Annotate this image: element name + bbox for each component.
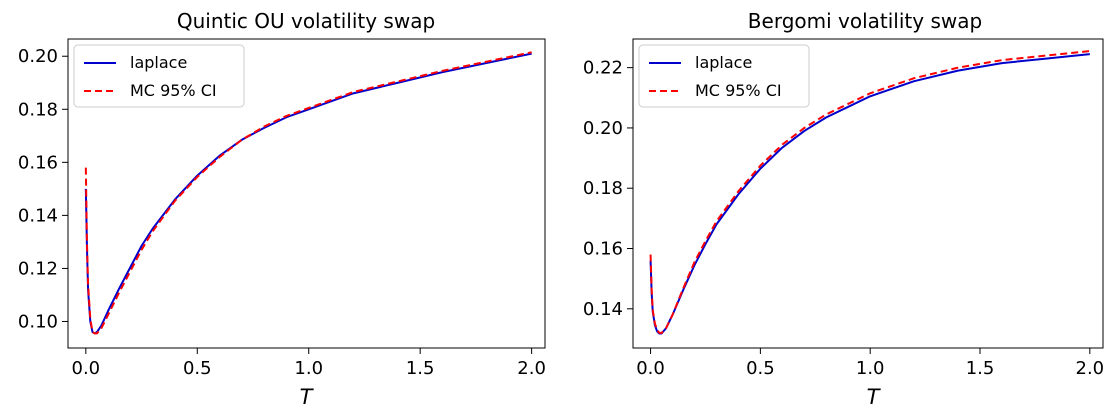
legend-box (73, 44, 245, 108)
x-axis-label: T (300, 385, 315, 408)
x-tick-label: 2.0 (517, 358, 546, 379)
legend: laplace MC 95% CI (638, 44, 810, 108)
legend-box (638, 44, 810, 108)
y-tick-label: 0.14 (583, 299, 623, 320)
x-axis-label: T (867, 385, 882, 408)
chart-title: Bergomi volatility swap (748, 9, 982, 33)
chart-title: Quintic OU volatility swap (177, 9, 435, 33)
axes: 0.0 0.5 1.0 1.5 2.0 0.10 0.12 0.14 0.16 0.18 0.20 (18, 46, 546, 379)
y-tick-label: 0.20 (18, 46, 58, 67)
y-tick-label: 0.16 (583, 239, 623, 260)
legend-label: laplace (695, 53, 752, 72)
x-tick-label: 1.5 (406, 358, 435, 379)
chart-marks (649, 50, 1090, 335)
x-tick-label: 0.0 (72, 358, 101, 379)
plot-frame (632, 38, 1104, 349)
series-line-1 (649, 50, 1090, 334)
y-tick-label: 0.18 (18, 99, 58, 120)
y-tick-label: 0.22 (583, 58, 623, 79)
legend-label: laplace (130, 53, 187, 72)
x-tick-label: 1.0 (856, 358, 885, 379)
y-tick-label: 0.10 (18, 311, 58, 332)
x-tick-label: 2.0 (1076, 358, 1105, 379)
y-tick-label: 0.12 (18, 258, 58, 279)
x-tick-label: 0.5 (183, 358, 212, 379)
y-tick-label: 0.14 (18, 205, 58, 226)
chart-bergomi: Bergomi volatility swap 0.0 0.5 1.0 1.5 2.00… (583, 9, 1104, 408)
series-line-0 (84, 52, 532, 335)
axes: 0.0 0.5 1.0 1.5 2.0 0.14 0.16 0.18 0.20 0.22 (583, 58, 1104, 379)
y-tick-label: 0.20 (583, 118, 623, 139)
legend-label: MC 95% CI (130, 81, 217, 100)
y-tick-label: 0.16 (18, 152, 58, 173)
legend-label: MC 95% CI (695, 81, 782, 100)
x-tick-label: 1.5 (966, 358, 995, 379)
y-tick-label: 0.18 (583, 178, 623, 199)
chart-marks (84, 51, 532, 335)
x-tick-label: 1.0 (294, 358, 323, 379)
chart-quintic-ou: Quintic OU volatility swap 0.0 0.5 1.0 1.5 2… (18, 9, 546, 408)
legend: laplace MC 95% CI (73, 44, 245, 108)
x-tick-label: 0.0 (636, 358, 665, 379)
series-line-1 (84, 51, 532, 335)
x-tick-label: 0.5 (746, 358, 775, 379)
plot-frame (67, 38, 546, 349)
